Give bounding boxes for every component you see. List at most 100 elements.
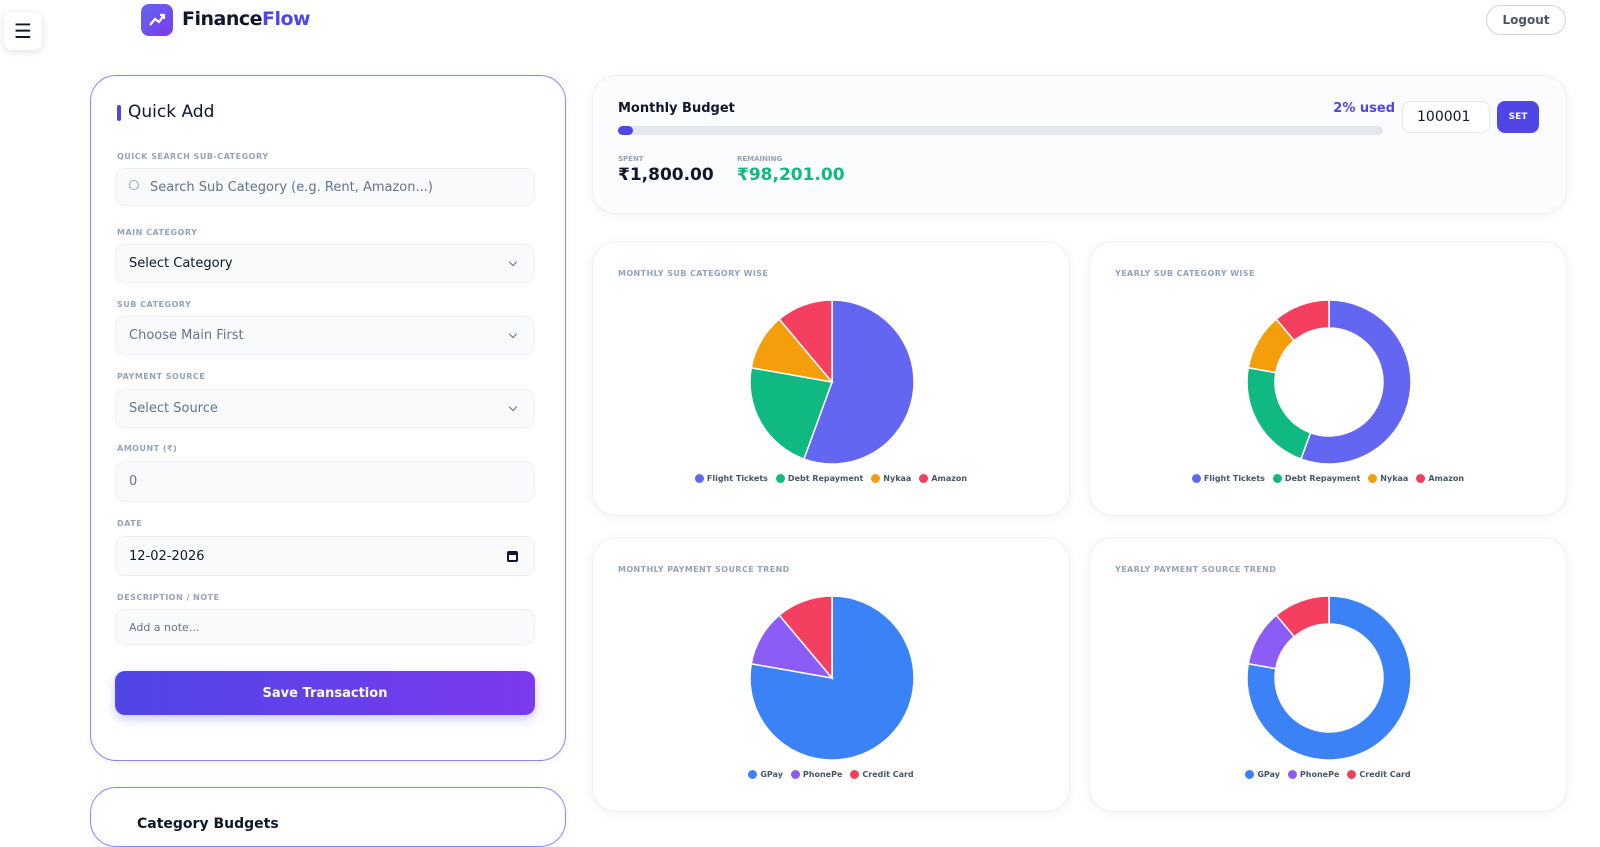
field-label: AMOUNT (₹) (117, 444, 178, 453)
legend-label: GPay (1257, 770, 1280, 779)
legend-label: Amazon (931, 474, 968, 483)
legend-item: Amazon (1416, 474, 1464, 483)
field-label: PAYMENT SOURCE (117, 372, 206, 381)
legend-swatch (1416, 474, 1426, 483)
field-label: DATE (117, 519, 143, 528)
legend-label: Nykaa (883, 474, 912, 483)
brand-part: Finance (182, 8, 263, 30)
legend-item: PhonePe (1287, 770, 1340, 779)
slice (1246, 366, 1312, 461)
logo-glyph (149, 13, 166, 26)
legend: GPay PhonePe Credit Card (593, 770, 1069, 779)
slice (1275, 595, 1330, 638)
legend-item: GPay (748, 770, 783, 779)
category-budgets-title: Category Budgets (137, 816, 279, 832)
budget-card: Monthly Budget 2% used 100001 SET SPENT … (592, 75, 1567, 214)
chart (1246, 595, 1412, 761)
legend-label: Nykaa (1380, 474, 1409, 483)
progress-fill (618, 126, 634, 135)
legend-item: Amazon (919, 474, 967, 483)
title-accent (117, 105, 121, 121)
field-label: SUB CATEGORY (117, 300, 192, 309)
input-field[interactable]: Search Sub Category (e.g. Rent, Amazon..… (115, 168, 535, 206)
legend: Flight Tickets Debt Repayment Nykaa Amazon (593, 474, 1069, 483)
chart-title: YEARLY SUB CATEGORY WISE (1115, 269, 1255, 278)
spent-label: SPENT (618, 155, 644, 163)
input-field[interactable]: Select Source (115, 389, 535, 428)
legend-swatch (850, 770, 860, 779)
legend-label: GPay (760, 770, 783, 779)
legend-item: Nykaa (871, 474, 911, 483)
chart-card: YEARLY PAYMENT SOURCE TREND GPay PhonePe Cr… (1089, 537, 1567, 812)
legend-swatch (1347, 770, 1357, 779)
slice (1299, 299, 1412, 465)
brand: FinanceFlow (182, 8, 311, 30)
page: ☰ FinanceFlow Logout Quick Add Save Tran… (4, 4, 1567, 847)
legend-label: Amazon (1428, 474, 1465, 483)
search-icon (129, 180, 139, 190)
chart-title: YEARLY PAYMENT SOURCE TREND (1115, 565, 1277, 574)
menu-button[interactable]: ☰ (4, 12, 42, 50)
quick-add-card: Quick Add Save Transaction QUICK SEARCH … (90, 75, 566, 761)
legend-swatch (775, 474, 785, 483)
input-field[interactable]: Add a note... (115, 609, 535, 645)
legend-label: Credit Card (1359, 770, 1411, 779)
chart (749, 299, 915, 465)
slice (1275, 299, 1330, 342)
slice (1246, 595, 1412, 761)
chevron (508, 257, 518, 267)
field-label: DESCRIPTION / NOTE (117, 593, 220, 602)
legend-label: Debt Repayment (1284, 474, 1361, 483)
calendar-icon (507, 551, 518, 562)
chart-card: MONTHLY SUB CATEGORY WISE Flight Tickets D… (592, 241, 1070, 516)
legend-item: GPay (1245, 770, 1280, 779)
input-field[interactable]: 12-02-2026 (115, 536, 535, 576)
slice (749, 366, 834, 461)
legend: GPay PhonePe Credit Card (1090, 770, 1566, 779)
legend-swatch (1245, 770, 1255, 779)
legend-label: PhonePe (1299, 770, 1340, 779)
field-label: MAIN CATEGORY (117, 228, 198, 237)
used-label: 2% used (1333, 101, 1395, 116)
set-button[interactable]: SET (1497, 101, 1539, 133)
brand-part: Flow (262, 8, 311, 30)
input-field[interactable]: Select Category (115, 244, 535, 283)
legend-item: Nykaa (1368, 474, 1408, 483)
legend-swatch (1287, 770, 1297, 779)
legend-swatch (871, 474, 881, 483)
slice (778, 595, 833, 681)
budget-title: Monthly Budget (618, 101, 735, 116)
chart-title: MONTHLY SUB CATEGORY WISE (618, 269, 769, 278)
legend-swatch (1191, 474, 1201, 483)
category-budgets-card: Category Budgets (90, 787, 566, 847)
chart (1246, 299, 1412, 465)
budget-input[interactable]: 100001 (1402, 101, 1490, 133)
legend-swatch (748, 770, 758, 779)
input-field[interactable]: Choose Main First (115, 316, 535, 355)
slice (802, 299, 915, 465)
field-label: QUICK SEARCH SUB-CATEGORY (117, 152, 269, 161)
save-button[interactable]: Save Transaction (115, 671, 535, 715)
legend-swatch (694, 474, 704, 483)
legend-item: Credit Card (850, 770, 914, 779)
legend: Flight Tickets Debt Repayment Nykaa Amazon (1090, 474, 1566, 483)
chart-card: YEARLY SUB CATEGORY WISE Flight Tickets De… (1089, 241, 1567, 516)
legend-item: Credit Card (1347, 770, 1411, 779)
input-field[interactable]: 0 (115, 461, 535, 502)
remaining-label: REMAINING (737, 155, 783, 163)
legend-item: Flight Tickets (694, 474, 768, 483)
legend-label: Debt Repayment (787, 474, 864, 483)
slice (749, 595, 915, 761)
legend-item: Debt Repayment (775, 474, 864, 483)
progress-track (618, 126, 1383, 135)
spent-value: ₹1,800.00 (618, 165, 714, 185)
chevron (508, 329, 518, 339)
logout-button[interactable]: Logout (1486, 5, 1566, 35)
quick-add-title: Quick Add (128, 102, 215, 122)
chart (749, 595, 915, 761)
legend-label: Flight Tickets (1203, 474, 1265, 483)
remaining-value: ₹98,201.00 (737, 165, 845, 185)
legend-swatch (1368, 474, 1378, 483)
legend-swatch (790, 770, 800, 779)
legend-label: PhonePe (802, 770, 843, 779)
